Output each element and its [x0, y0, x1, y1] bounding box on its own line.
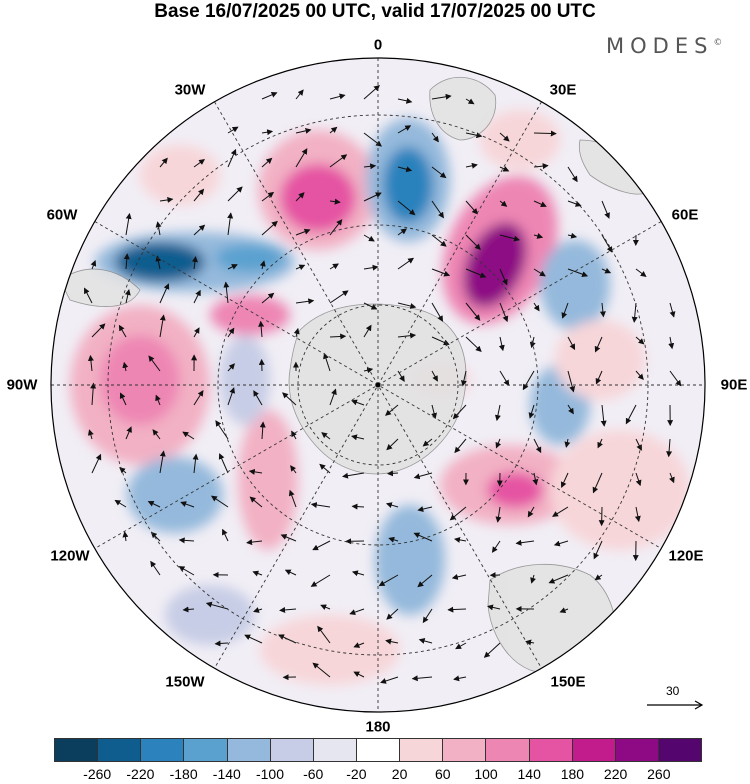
colorbar-swatch [400, 739, 443, 761]
colorbar-swatch [443, 739, 486, 761]
lon-label-90e: 90E [721, 377, 748, 394]
colorbar-tick-label: -60 [303, 766, 323, 782]
colorbar-tick-label: -20 [346, 766, 366, 782]
colorbar-tick-label: -100 [256, 766, 284, 782]
colorbar-swatch [486, 739, 529, 761]
colorbar-tick-label: -140 [213, 766, 241, 782]
colorbar-tick-label: -180 [170, 766, 198, 782]
lon-label-150w: 150W [165, 674, 204, 691]
colorbar-swatch [141, 739, 184, 761]
colorbar-swatch [573, 739, 616, 761]
colorbar-tick-label: -260 [83, 766, 111, 782]
lon-label-30e: 30E [550, 82, 577, 99]
lon-label-0: 0 [374, 37, 382, 54]
colorbar-swatch [357, 739, 400, 761]
colorbar-swatch [55, 739, 98, 761]
colorbar-swatch [530, 739, 573, 761]
wind-arrow [353, 506, 365, 507]
colorbar-swatch [271, 739, 314, 761]
colorbar-tick-label: 260 [647, 766, 670, 782]
colorbar [54, 738, 702, 762]
polar-map [0, 0, 750, 735]
reference-vector-arrow [645, 683, 705, 713]
wind-arrow [388, 473, 398, 474]
colorbar-tick-label: 60 [435, 766, 451, 782]
colorbar-tick-label: 180 [561, 766, 584, 782]
lon-label-120e: 120E [668, 548, 703, 565]
lon-label-180: 180 [365, 719, 390, 736]
colorbar-swatch [616, 739, 659, 761]
colorbar-swatch [184, 739, 227, 761]
lon-label-150e: 150E [550, 674, 585, 691]
colorbar-ticks: -260 -220 -180 -140 -100 -60 -20 20 60 100 140 180 2… [54, 766, 702, 784]
colorbar-tick-label: 220 [604, 766, 627, 782]
lon-label-60w: 60W [47, 207, 78, 224]
colorbar-swatch [228, 739, 271, 761]
colorbar-tick-label: 100 [474, 766, 497, 782]
lon-label-90w: 90W [7, 377, 38, 394]
colorbar-tick-label: 140 [518, 766, 541, 782]
lon-label-120w: 120W [50, 548, 89, 565]
wind-arrow [534, 133, 556, 134]
colorbar-tick-label: 20 [392, 766, 408, 782]
colorbar-swatch [314, 739, 357, 761]
colorbar-tick-label: -220 [126, 766, 154, 782]
colorbar-swatch [98, 739, 141, 761]
lon-label-30w: 30W [175, 82, 206, 99]
lon-label-60e: 60E [672, 207, 699, 224]
colorbar-swatch [659, 739, 701, 761]
